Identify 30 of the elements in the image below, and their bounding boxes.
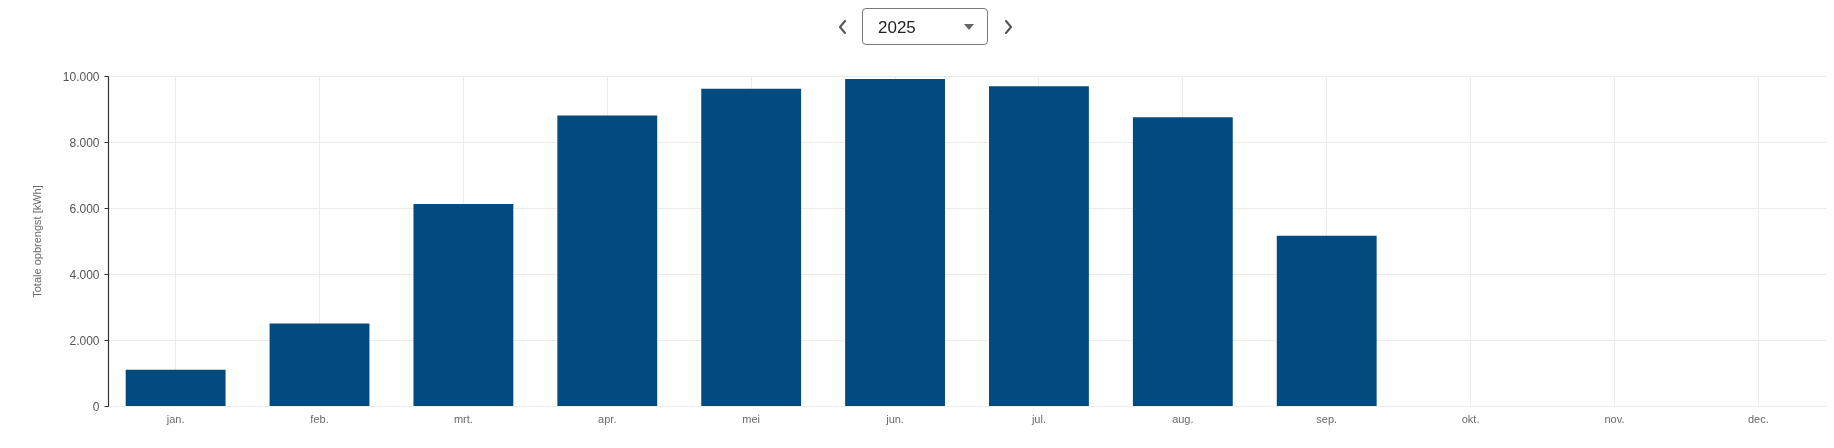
y-tick-label: 4.000 — [69, 267, 100, 282]
x-tick-label: sep. — [1316, 412, 1338, 425]
y-tick-label: 0 — [92, 399, 100, 414]
bar — [989, 86, 1089, 406]
x-tick-label: jan. — [165, 412, 185, 425]
x-tick-label: mrt. — [453, 412, 473, 425]
x-tick-label: jun. — [885, 412, 904, 425]
bar — [1132, 117, 1233, 406]
bar — [845, 78, 945, 406]
x-tick-label: okt. — [1461, 412, 1480, 425]
bar — [701, 88, 802, 406]
bar — [125, 369, 226, 406]
year-dropdown: 2025 — [862, 8, 988, 45]
y-tick-label: 6.000 — [69, 201, 100, 216]
y-axis-title: Totale opbrengst [kWh] — [30, 185, 43, 298]
x-tick-label: aug. — [1172, 412, 1194, 425]
bar — [269, 323, 370, 406]
y-tick-label: 2.000 — [69, 333, 100, 348]
x-tick-label: nov. — [1604, 412, 1625, 425]
bar — [413, 204, 514, 406]
chart-title: 2025 — [878, 18, 916, 37]
x-tick-label: apr. — [598, 412, 617, 425]
x-tick-label: dec. — [1747, 412, 1769, 425]
x-tick-label: mei — [742, 412, 761, 425]
x-tick-label: feb. — [310, 412, 329, 425]
bar — [1276, 235, 1377, 406]
y-tick-label: 10.000 — [62, 69, 100, 84]
x-tick-label: jul. — [1030, 412, 1046, 425]
y-tick-label: 8.000 — [69, 135, 100, 150]
bar — [557, 115, 658, 406]
